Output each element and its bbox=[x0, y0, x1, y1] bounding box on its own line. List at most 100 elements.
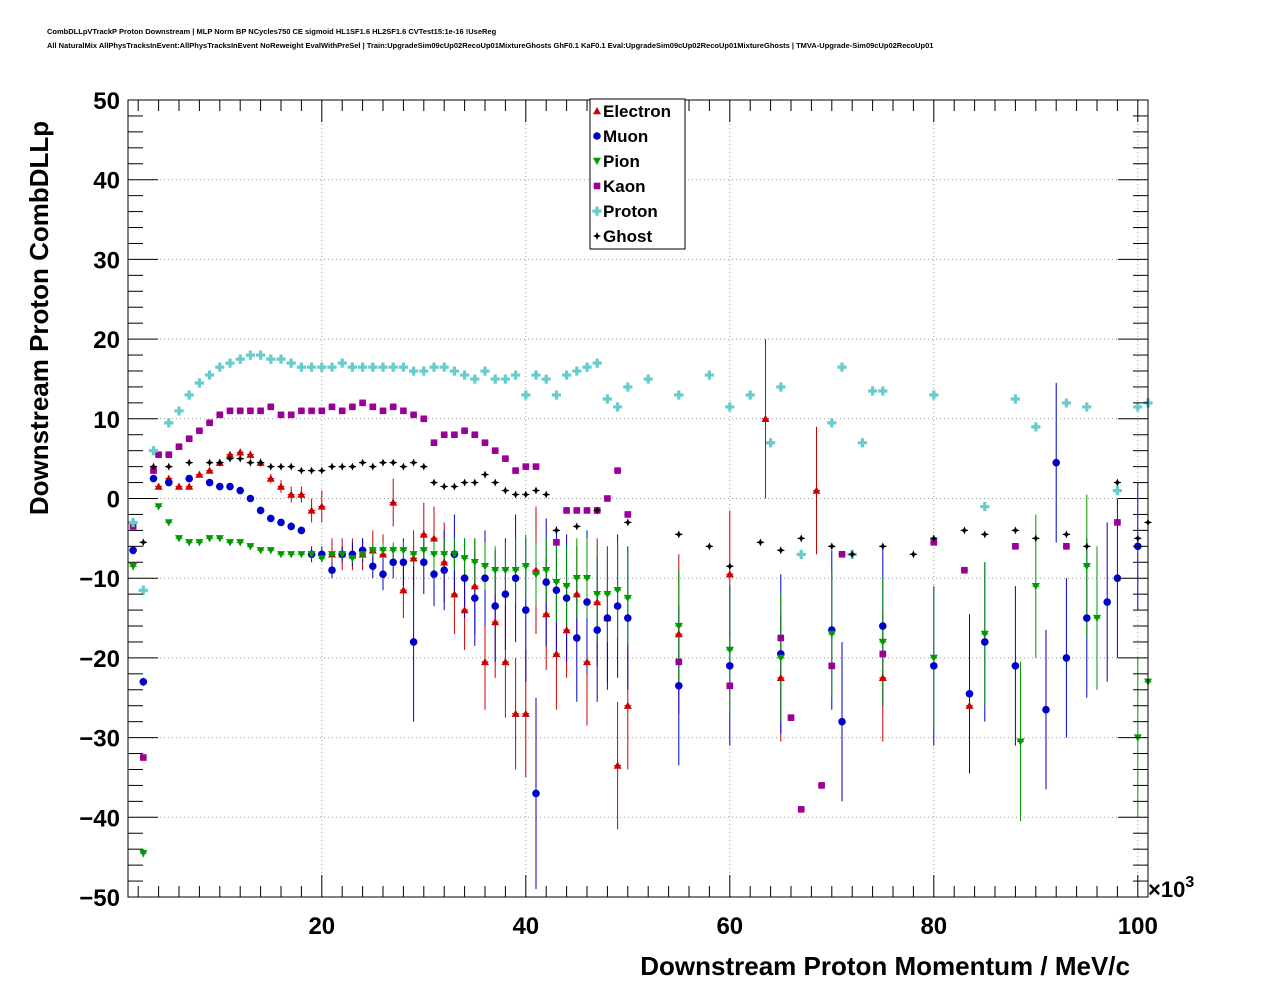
proton-point bbox=[307, 362, 317, 372]
pion-point bbox=[491, 567, 500, 575]
proton-point bbox=[837, 362, 847, 372]
pion-point bbox=[1031, 582, 1040, 591]
electron-point bbox=[470, 582, 479, 590]
kaon-point bbox=[155, 451, 162, 458]
kaon-point bbox=[175, 443, 183, 450]
muon-point bbox=[267, 514, 275, 523]
data-markers bbox=[128, 350, 1153, 858]
pion-point bbox=[338, 551, 347, 559]
proton-point bbox=[225, 358, 235, 368]
electron-point bbox=[572, 590, 581, 598]
muon-point bbox=[675, 681, 683, 690]
proton-point bbox=[827, 418, 837, 428]
pion-point bbox=[389, 547, 398, 555]
muon-point bbox=[297, 526, 306, 535]
kaon-point bbox=[532, 463, 540, 470]
pion-point bbox=[440, 551, 449, 559]
proton-point bbox=[582, 362, 592, 372]
proton-point bbox=[796, 549, 806, 559]
x-axis-title: Downstream Proton Momentum / MeV/c bbox=[640, 951, 1130, 981]
muon-point bbox=[552, 586, 561, 594]
y-tick-label: 50 bbox=[93, 88, 120, 115]
ghost-point bbox=[593, 506, 602, 515]
proton-point bbox=[429, 362, 439, 372]
muon-point bbox=[613, 602, 622, 610]
legend-label-kaon: Kaon bbox=[603, 177, 646, 196]
ghost-point bbox=[460, 478, 469, 487]
kaon-point bbox=[604, 495, 611, 502]
ghost-point bbox=[287, 462, 296, 471]
ghost-point bbox=[450, 482, 459, 491]
y-tick-label: 30 bbox=[93, 247, 120, 274]
y-tick-label: 20 bbox=[93, 327, 120, 354]
pion-point bbox=[613, 586, 622, 595]
muon-point bbox=[149, 474, 158, 483]
muon-point bbox=[256, 506, 265, 515]
proton-point bbox=[704, 370, 714, 380]
proton-point bbox=[266, 354, 276, 364]
y-tick-label: −30 bbox=[79, 726, 120, 753]
x-tick-label: 60 bbox=[716, 913, 743, 940]
proton-point bbox=[184, 390, 194, 400]
muon-point bbox=[624, 614, 632, 622]
ghost-point bbox=[1011, 526, 1020, 535]
ghost-point bbox=[348, 462, 357, 471]
proton-point bbox=[857, 438, 867, 448]
kaon-point bbox=[287, 411, 295, 419]
muon-point bbox=[236, 486, 244, 495]
kaon-point bbox=[614, 467, 621, 474]
proton-point bbox=[531, 370, 541, 380]
electron-point bbox=[205, 466, 214, 474]
kaon-point bbox=[410, 411, 417, 419]
ghost-point bbox=[1082, 542, 1091, 551]
pion-point bbox=[409, 551, 418, 559]
electron-point bbox=[419, 530, 428, 538]
kaon-point bbox=[379, 407, 387, 415]
muon-point bbox=[1011, 662, 1020, 670]
proton-point bbox=[327, 362, 337, 372]
x-tick-label: 100 bbox=[1118, 913, 1158, 940]
proton-point bbox=[286, 358, 296, 368]
electron-point bbox=[674, 629, 683, 638]
proton-point bbox=[194, 378, 204, 388]
y-tick-label: 0 bbox=[107, 487, 120, 514]
electron-point bbox=[481, 657, 489, 666]
kaon-point bbox=[369, 403, 377, 411]
ghost-point bbox=[338, 462, 347, 471]
ghost-point bbox=[705, 542, 714, 551]
pion-point bbox=[542, 567, 551, 575]
kaon-point bbox=[440, 431, 448, 439]
kaon-point bbox=[481, 439, 489, 447]
proton-point bbox=[1010, 394, 1020, 404]
pion-point bbox=[532, 571, 540, 579]
pion-point bbox=[419, 547, 428, 555]
ghost-point bbox=[776, 546, 785, 555]
kaon-point bbox=[328, 403, 336, 411]
kaon-point bbox=[471, 431, 479, 439]
pion-point bbox=[175, 535, 183, 543]
ghost-point bbox=[960, 526, 969, 535]
pion-point bbox=[256, 547, 265, 555]
ghost-point bbox=[266, 462, 275, 471]
proton-point bbox=[592, 358, 602, 368]
muon-point bbox=[965, 689, 974, 698]
pion-point bbox=[368, 547, 377, 555]
muon-point bbox=[409, 638, 418, 646]
legend-marker-kaon bbox=[593, 182, 601, 190]
pion-point bbox=[399, 547, 408, 555]
proton-point bbox=[276, 354, 286, 364]
electron-point bbox=[430, 534, 438, 542]
electron-point bbox=[812, 486, 821, 494]
proton-point bbox=[368, 362, 378, 372]
ghost-point bbox=[358, 458, 367, 467]
muon-point bbox=[420, 558, 428, 567]
kaon-point bbox=[491, 447, 499, 454]
pion-point bbox=[501, 567, 510, 575]
pion-point bbox=[521, 563, 530, 571]
electron-point bbox=[761, 414, 770, 422]
electron-point bbox=[317, 502, 326, 510]
proton-point bbox=[449, 366, 459, 376]
muon-point bbox=[930, 662, 938, 670]
kaon-point bbox=[787, 714, 795, 721]
ghost-point bbox=[226, 454, 234, 463]
